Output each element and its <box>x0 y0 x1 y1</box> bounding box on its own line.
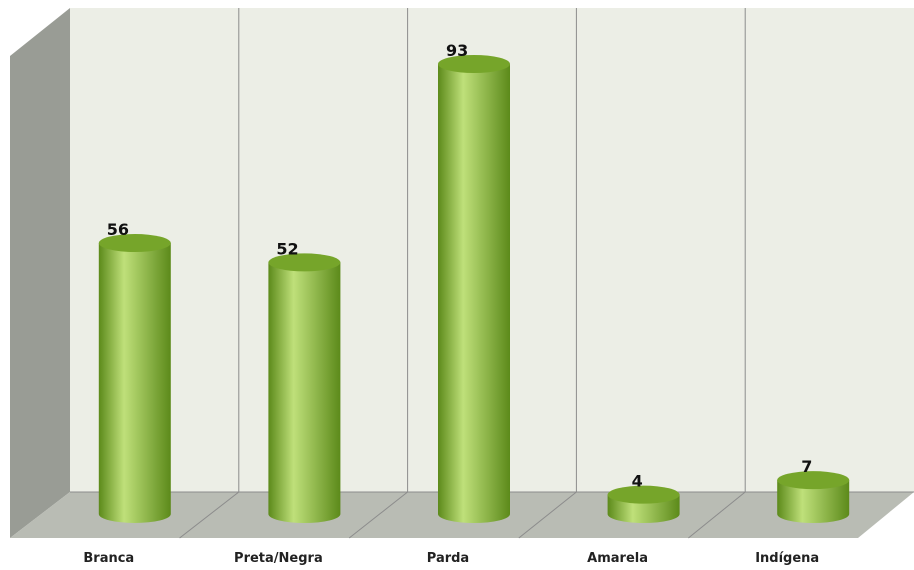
bar <box>777 471 850 523</box>
side-wall <box>10 8 70 538</box>
bar <box>438 55 510 523</box>
floor-gridline <box>518 491 577 539</box>
data-label: 7 <box>801 457 812 476</box>
bar <box>98 234 171 523</box>
floor-gridline <box>348 491 408 539</box>
tick-label: Amarela <box>587 551 648 566</box>
tick-label: Indígena <box>755 551 819 566</box>
floor-gridline <box>688 491 746 539</box>
bar-top <box>607 485 680 504</box>
bar-top <box>98 234 171 253</box>
bar-top <box>777 471 850 490</box>
data-label: 4 <box>632 472 643 491</box>
bar <box>268 253 341 523</box>
floor-gridline <box>179 491 240 539</box>
bar-body <box>777 480 850 523</box>
bars <box>98 55 850 523</box>
tick-label: Preta/Negra <box>234 551 323 566</box>
bar <box>607 485 680 523</box>
bar-top <box>268 253 341 272</box>
tick-label: Branca <box>83 551 134 566</box>
data-label: 93 <box>446 41 468 60</box>
data-label: 56 <box>107 220 129 239</box>
bar-body <box>438 64 510 523</box>
bar-top <box>438 55 510 73</box>
data-labels: 56 52 93 4 7 <box>107 41 813 491</box>
data-label: 52 <box>276 239 298 258</box>
category-axis: Branca Preta/Negra Parda Amarela Indígena <box>83 551 819 566</box>
tick-label: Parda <box>427 551 469 566</box>
bar-body <box>268 262 341 523</box>
bar-body <box>98 243 171 523</box>
